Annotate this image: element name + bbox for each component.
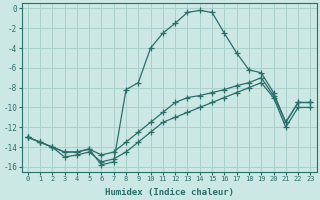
X-axis label: Humidex (Indice chaleur): Humidex (Indice chaleur) [105, 188, 234, 197]
